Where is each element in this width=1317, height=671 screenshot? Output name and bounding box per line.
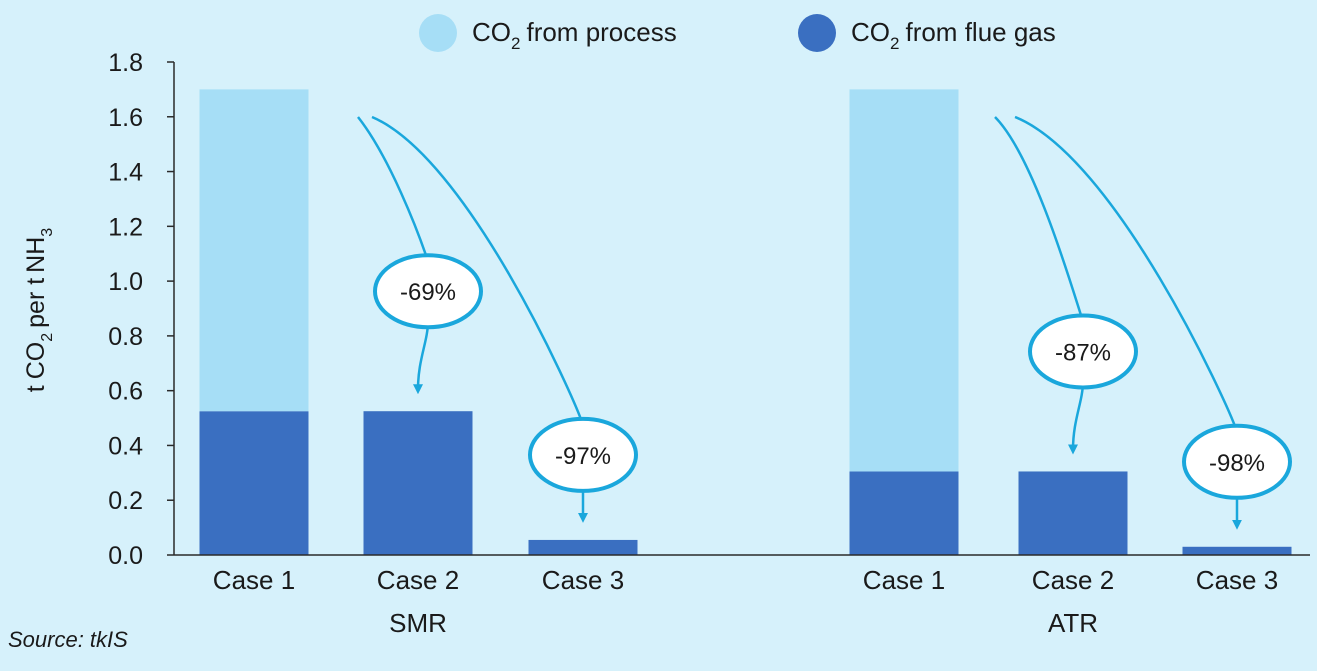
reduction-bubble xyxy=(1182,423,1292,500)
y-tick-label: 1.4 xyxy=(108,159,143,187)
bar-smr-case2-flue-gas xyxy=(363,411,473,555)
x-tick-label: Case 1 xyxy=(213,565,295,595)
group-label-atr: ATR xyxy=(1048,608,1098,638)
reduction-arrow xyxy=(357,116,430,395)
legend-label-flue-gas: CO2 from flue gas xyxy=(851,17,1056,53)
legend-swatch-flue-gas xyxy=(798,14,836,52)
legend-swatch-process xyxy=(419,14,457,52)
x-tick-label: Case 1 xyxy=(863,565,945,595)
y-tick-label: 1.6 xyxy=(108,104,143,132)
reduction-arrow xyxy=(371,115,588,523)
legend-label-process: CO2 from process xyxy=(472,17,677,53)
reduction-arrow xyxy=(994,116,1085,455)
bar-atr-case2-flue-gas xyxy=(1018,471,1128,555)
source-note: Source: tkIS xyxy=(8,627,128,652)
bar-atr-case3-flue-gas xyxy=(1182,546,1292,555)
bar-atr-case1-flue-gas xyxy=(849,471,959,555)
x-tick-label: Case 2 xyxy=(1032,565,1114,595)
y-tick-label: 1.8 xyxy=(108,49,143,77)
y-tick-label: 0.0 xyxy=(108,542,143,570)
reduction-bubble xyxy=(528,416,638,493)
x-tick-label: Case 3 xyxy=(542,565,624,595)
annotations: -69% -97% -87% -98% xyxy=(357,115,1292,530)
x-tick-label: Case 2 xyxy=(377,565,459,595)
x-tick-label: Case 3 xyxy=(1196,565,1278,595)
bar-atr-case1-process xyxy=(849,89,959,472)
y-tick-label: 1.0 xyxy=(108,268,143,296)
legend: CO2 from process CO2 from flue gas xyxy=(419,14,1056,53)
reduction-label: -97% xyxy=(555,443,611,470)
y-tick-label: 0.8 xyxy=(108,323,143,351)
reduction-bubble xyxy=(373,253,483,330)
reduction-arrow xyxy=(1014,115,1242,530)
y-tick-label: 0.2 xyxy=(108,487,143,515)
reduction-label: -87% xyxy=(1055,339,1111,366)
y-tick-label: 0.4 xyxy=(108,432,143,460)
group-label-smr: SMR xyxy=(389,608,447,638)
y-axis-label: tCO2per tNH3 xyxy=(22,228,56,393)
reduction-bubble xyxy=(1028,313,1138,390)
y-tick-label: 1.2 xyxy=(108,213,143,241)
reduction-label: -69% xyxy=(400,279,456,306)
y-tick-label: 0.6 xyxy=(108,378,143,406)
bars xyxy=(199,89,1292,555)
bar-smr-case1-process xyxy=(199,89,309,412)
bar-smr-case1-flue-gas xyxy=(199,411,309,555)
bar-smr-case3-flue-gas xyxy=(528,539,638,555)
axes: Case 1 Case 2 Case 3 SMR Case 1 Case 2 Case 3 A… xyxy=(108,49,1310,638)
reduction-label: -98% xyxy=(1209,450,1265,477)
